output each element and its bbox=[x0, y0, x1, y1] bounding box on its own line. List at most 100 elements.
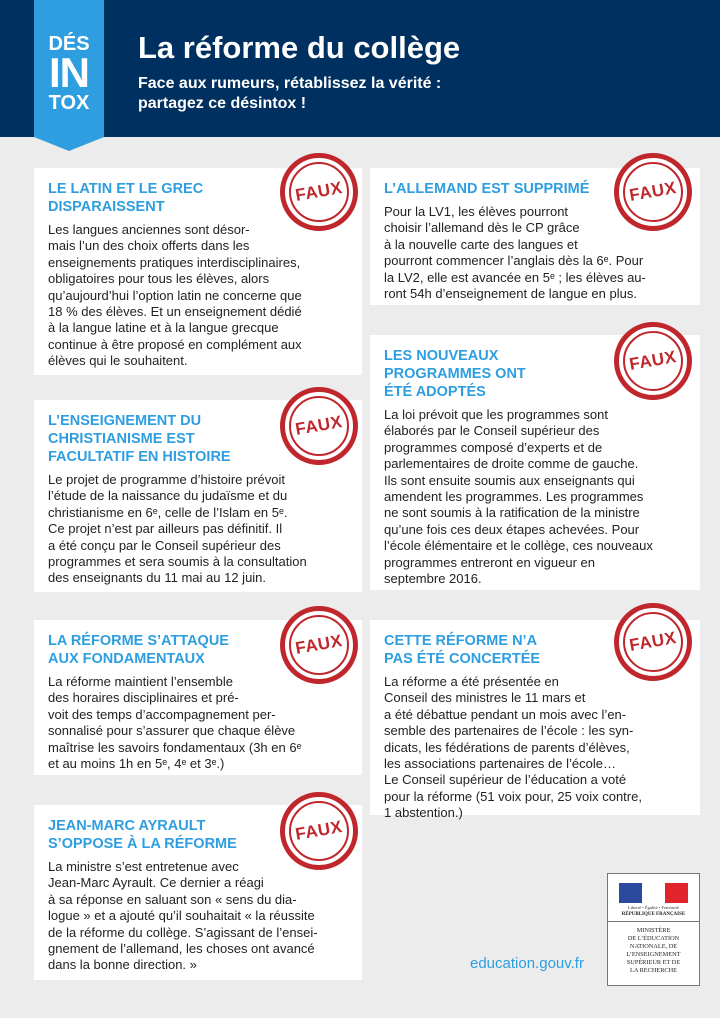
card-heading: LES NOUVEAUX PROGRAMMES ONT ÉTÉ ADOPTÉS bbox=[384, 347, 700, 401]
card-text-line: 1 abstention.) bbox=[384, 805, 463, 821]
website-link[interactable]: education.gouv.fr bbox=[470, 955, 584, 972]
heading-line: L’ENSEIGNEMENT DU bbox=[48, 413, 202, 429]
card-text-line: enseignements pratiques interdisciplinai… bbox=[48, 254, 301, 270]
card-text-line: a été conçu par le Conseil supérieur des bbox=[48, 537, 281, 553]
heading-line: S’OPPOSE À LA RÉFORME bbox=[48, 836, 237, 852]
card-text-line: programmes composé d’experts et de bbox=[384, 439, 603, 455]
card-text-line: Ils sont ensuite soumis aux enseignants … bbox=[384, 472, 635, 488]
card-text-line: logue » et a ajouté qu’il souhaitait « l… bbox=[48, 908, 315, 924]
card-text-line: La réforme maintient l’ensemble bbox=[48, 674, 233, 689]
card-text-line: programmes entreront en vigueur en bbox=[384, 554, 596, 570]
card-text-line: Les langues anciennes sont désor- bbox=[48, 222, 250, 237]
card-text-line: l’étude de la naissance du judaïsme et d… bbox=[48, 488, 288, 504]
heading-line: DISPARAISSENT bbox=[48, 199, 165, 215]
heading-line: CETTE RÉFORME N’A bbox=[384, 633, 538, 649]
card-heading: L’ENSEIGNEMENT DU CHRISTIANISME EST FACULT… bbox=[48, 412, 362, 466]
ribbon-tip bbox=[34, 137, 104, 151]
subtitle-line: Face aux rumeurs, rétablissez la vérité … bbox=[138, 75, 442, 92]
card-text-line: des horaires disciplinaires et pré- bbox=[48, 690, 239, 706]
badge-line: IN bbox=[49, 49, 90, 96]
card-text-line: qu’une fois ces deux étapes achevées. Po… bbox=[384, 521, 640, 537]
card-text-line: de la réforme du collège. S’agissant de … bbox=[48, 924, 318, 940]
card-text-line: gnement de l’allemand, les choses ont av… bbox=[48, 941, 315, 957]
stamp-label: FAUX bbox=[293, 178, 344, 205]
card-text-line: sonnalisé pour s’assurer que chaque élèv… bbox=[48, 723, 296, 739]
card-text-line: ne sont soumis à la ratification de la m… bbox=[384, 505, 640, 521]
logo-divider bbox=[608, 921, 699, 922]
heading-line: CHRISTIANISME EST bbox=[48, 431, 195, 447]
card-text-line: choisir l’allemand dès le CP grâce bbox=[384, 220, 580, 236]
card-heading: LA RÉFORME S’ATTAQUE AUX FONDAMENTAUX bbox=[48, 632, 362, 668]
ministry-line: MINISTÈRE bbox=[636, 927, 671, 934]
card-text-line: Pour la LV1, les élèves pourront bbox=[384, 204, 569, 219]
faux-stamp-icon: FAUX bbox=[280, 792, 358, 870]
faux-stamp-icon: FAUX bbox=[280, 606, 358, 684]
marianne-flag-icon bbox=[619, 883, 688, 903]
ministry-logo: Liberté • Égalité • Fraternité RÉPUBLIQU… bbox=[607, 873, 700, 986]
card-text-line: pour la réforme (51 voix pour, 25 voix c… bbox=[384, 788, 642, 804]
logo-republic: RÉPUBLIQUE FRANÇAISE bbox=[621, 912, 686, 917]
logo-motto: Liberté • Égalité • Fraternité bbox=[628, 905, 679, 910]
card-text-line: La réforme a été présentée en bbox=[384, 674, 559, 689]
card-text-line: Le projet de programme d’histoire prévoi… bbox=[48, 472, 286, 487]
faux-stamp-icon: FAUX bbox=[280, 153, 358, 231]
card-text-line: qu’aujourd’hui l’option latin ne concern… bbox=[48, 287, 302, 303]
card-text-line: parlementaires de droite comme de gauche… bbox=[384, 456, 639, 472]
card-text-line: ront 54h d’enseignement de langue en plu… bbox=[384, 286, 637, 302]
ministry-line: LA RECHERCHE bbox=[629, 967, 678, 974]
card-text-line: Le Conseil supérieur de l’éducation a vo… bbox=[384, 772, 627, 788]
heading-line: LES NOUVEAUX bbox=[384, 348, 499, 364]
logo-ministry: MINISTÈRE DE L’ÉDUCATION NATIONALE, DE L… bbox=[611, 927, 696, 975]
ministry-line: NATIONALE, DE bbox=[629, 943, 678, 950]
card-text-line: septembre 2016. bbox=[384, 571, 482, 587]
rumor-card: L’ENSEIGNEMENT DU CHRISTIANISME EST FACULT… bbox=[34, 400, 362, 592]
card-text-line: à la langue latine et à la langue grecqu… bbox=[48, 320, 279, 336]
card-text-line: élèves qui le souhaitent. bbox=[48, 353, 188, 369]
heading-line: AUX FONDAMENTAUX bbox=[48, 651, 205, 667]
faux-stamp-icon: FAUX bbox=[614, 603, 692, 681]
card-text-line: Conseil des ministres le 11 mars et bbox=[384, 690, 586, 706]
card-text-line: dicats, les fédérations de parents d’élè… bbox=[384, 739, 630, 755]
page-title: La réforme du collège bbox=[138, 30, 461, 65]
card-text-line: élaborés par le Conseil supérieur des bbox=[384, 423, 600, 439]
heading-line: PAS ÉTÉ CONCERTÉE bbox=[384, 651, 541, 667]
card-text-line: et au moins 1h en 5ᵉ, 4ᵉ et 3ᵉ.) bbox=[48, 756, 225, 772]
card-text-line: des enseignants du 11 mai au 12 juin. bbox=[48, 570, 267, 586]
badge-line: TOX bbox=[48, 92, 90, 114]
card-heading: L’ALLEMAND EST SUPPRIMÉ bbox=[384, 180, 700, 198]
page-subtitle: Face aux rumeurs, rétablissez la vérité … bbox=[138, 74, 441, 114]
stamp-label: FAUX bbox=[627, 347, 678, 374]
card-text-line: amendent les programmes. Les programmes bbox=[384, 489, 644, 505]
card-text-line: obligatoires pour tous les élèves, alors bbox=[48, 271, 270, 287]
card-text-line: à sa réponse en saluant son « sens du di… bbox=[48, 891, 297, 907]
card-text-line: Jean-Marc Ayrault. Ce dernier a réagi bbox=[48, 875, 264, 891]
heading-line: LE LATIN ET LE GREC bbox=[48, 181, 204, 197]
card-text-line: l’école élémentaire et le collège, ces n… bbox=[384, 538, 653, 554]
card-text-line: La loi prévoit que les programmes sont bbox=[384, 407, 609, 422]
stamp-label: FAUX bbox=[293, 817, 344, 844]
card-text-line: à la nouvelle carte des langues et bbox=[384, 236, 578, 252]
heading-line: FACULTATIF EN HISTOIRE bbox=[48, 449, 231, 465]
heading-line: JEAN-MARC AYRAULT bbox=[48, 818, 206, 834]
card-text-line: la LV2, elle est avancée en 5ᵉ ; les élè… bbox=[384, 269, 646, 285]
rumor-card: LE LATIN ET LE GREC DISPARAISSENT Les lang… bbox=[34, 168, 362, 375]
card-text-line: les associations partenaires de l’école… bbox=[384, 756, 616, 772]
desintox-ribbon bbox=[34, 0, 104, 137]
card-text-line: 18 % des élèves. Et un enseignement dédi… bbox=[48, 304, 302, 320]
heading-line: ÉTÉ ADOPTÉS bbox=[384, 384, 486, 400]
stamp-label: FAUX bbox=[627, 178, 678, 205]
faux-stamp-icon: FAUX bbox=[280, 387, 358, 465]
badge-line: DÉS bbox=[48, 33, 90, 55]
heading-line: LA RÉFORME S’ATTAQUE bbox=[48, 633, 229, 649]
card-heading: LE LATIN ET LE GREC DISPARAISSENT bbox=[48, 180, 362, 216]
card-text-line: Ce projet n’est par ailleurs pas définit… bbox=[48, 521, 283, 537]
card-text-line: christianisme en 6ᵉ, celle de l’Islam en… bbox=[48, 504, 288, 520]
card-text-line: programmes et sera soumis à la consultat… bbox=[48, 554, 307, 570]
card-heading: JEAN-MARC AYRAULT S’OPPOSE À LA RÉFORME bbox=[48, 817, 362, 853]
ministry-line: SUPÉRIEUR ET DE bbox=[626, 959, 681, 966]
card-text-line: semble des partenaires de l’école : les … bbox=[384, 723, 634, 739]
rumor-card: LES NOUVEAUX PROGRAMMES ONT ÉTÉ ADOPTÉS La … bbox=[370, 335, 700, 590]
card-text-line: voit des temps d’accompagnement per- bbox=[48, 706, 276, 722]
card-text-line: continue à être proposé en complément au… bbox=[48, 336, 302, 352]
ministry-line: DE L’ÉDUCATION bbox=[627, 935, 680, 942]
